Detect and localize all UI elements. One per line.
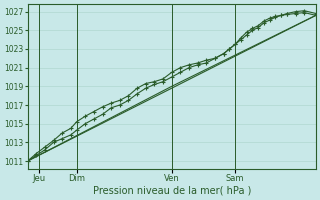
X-axis label: Pression niveau de la mer( hPa ): Pression niveau de la mer( hPa ) <box>92 186 251 196</box>
